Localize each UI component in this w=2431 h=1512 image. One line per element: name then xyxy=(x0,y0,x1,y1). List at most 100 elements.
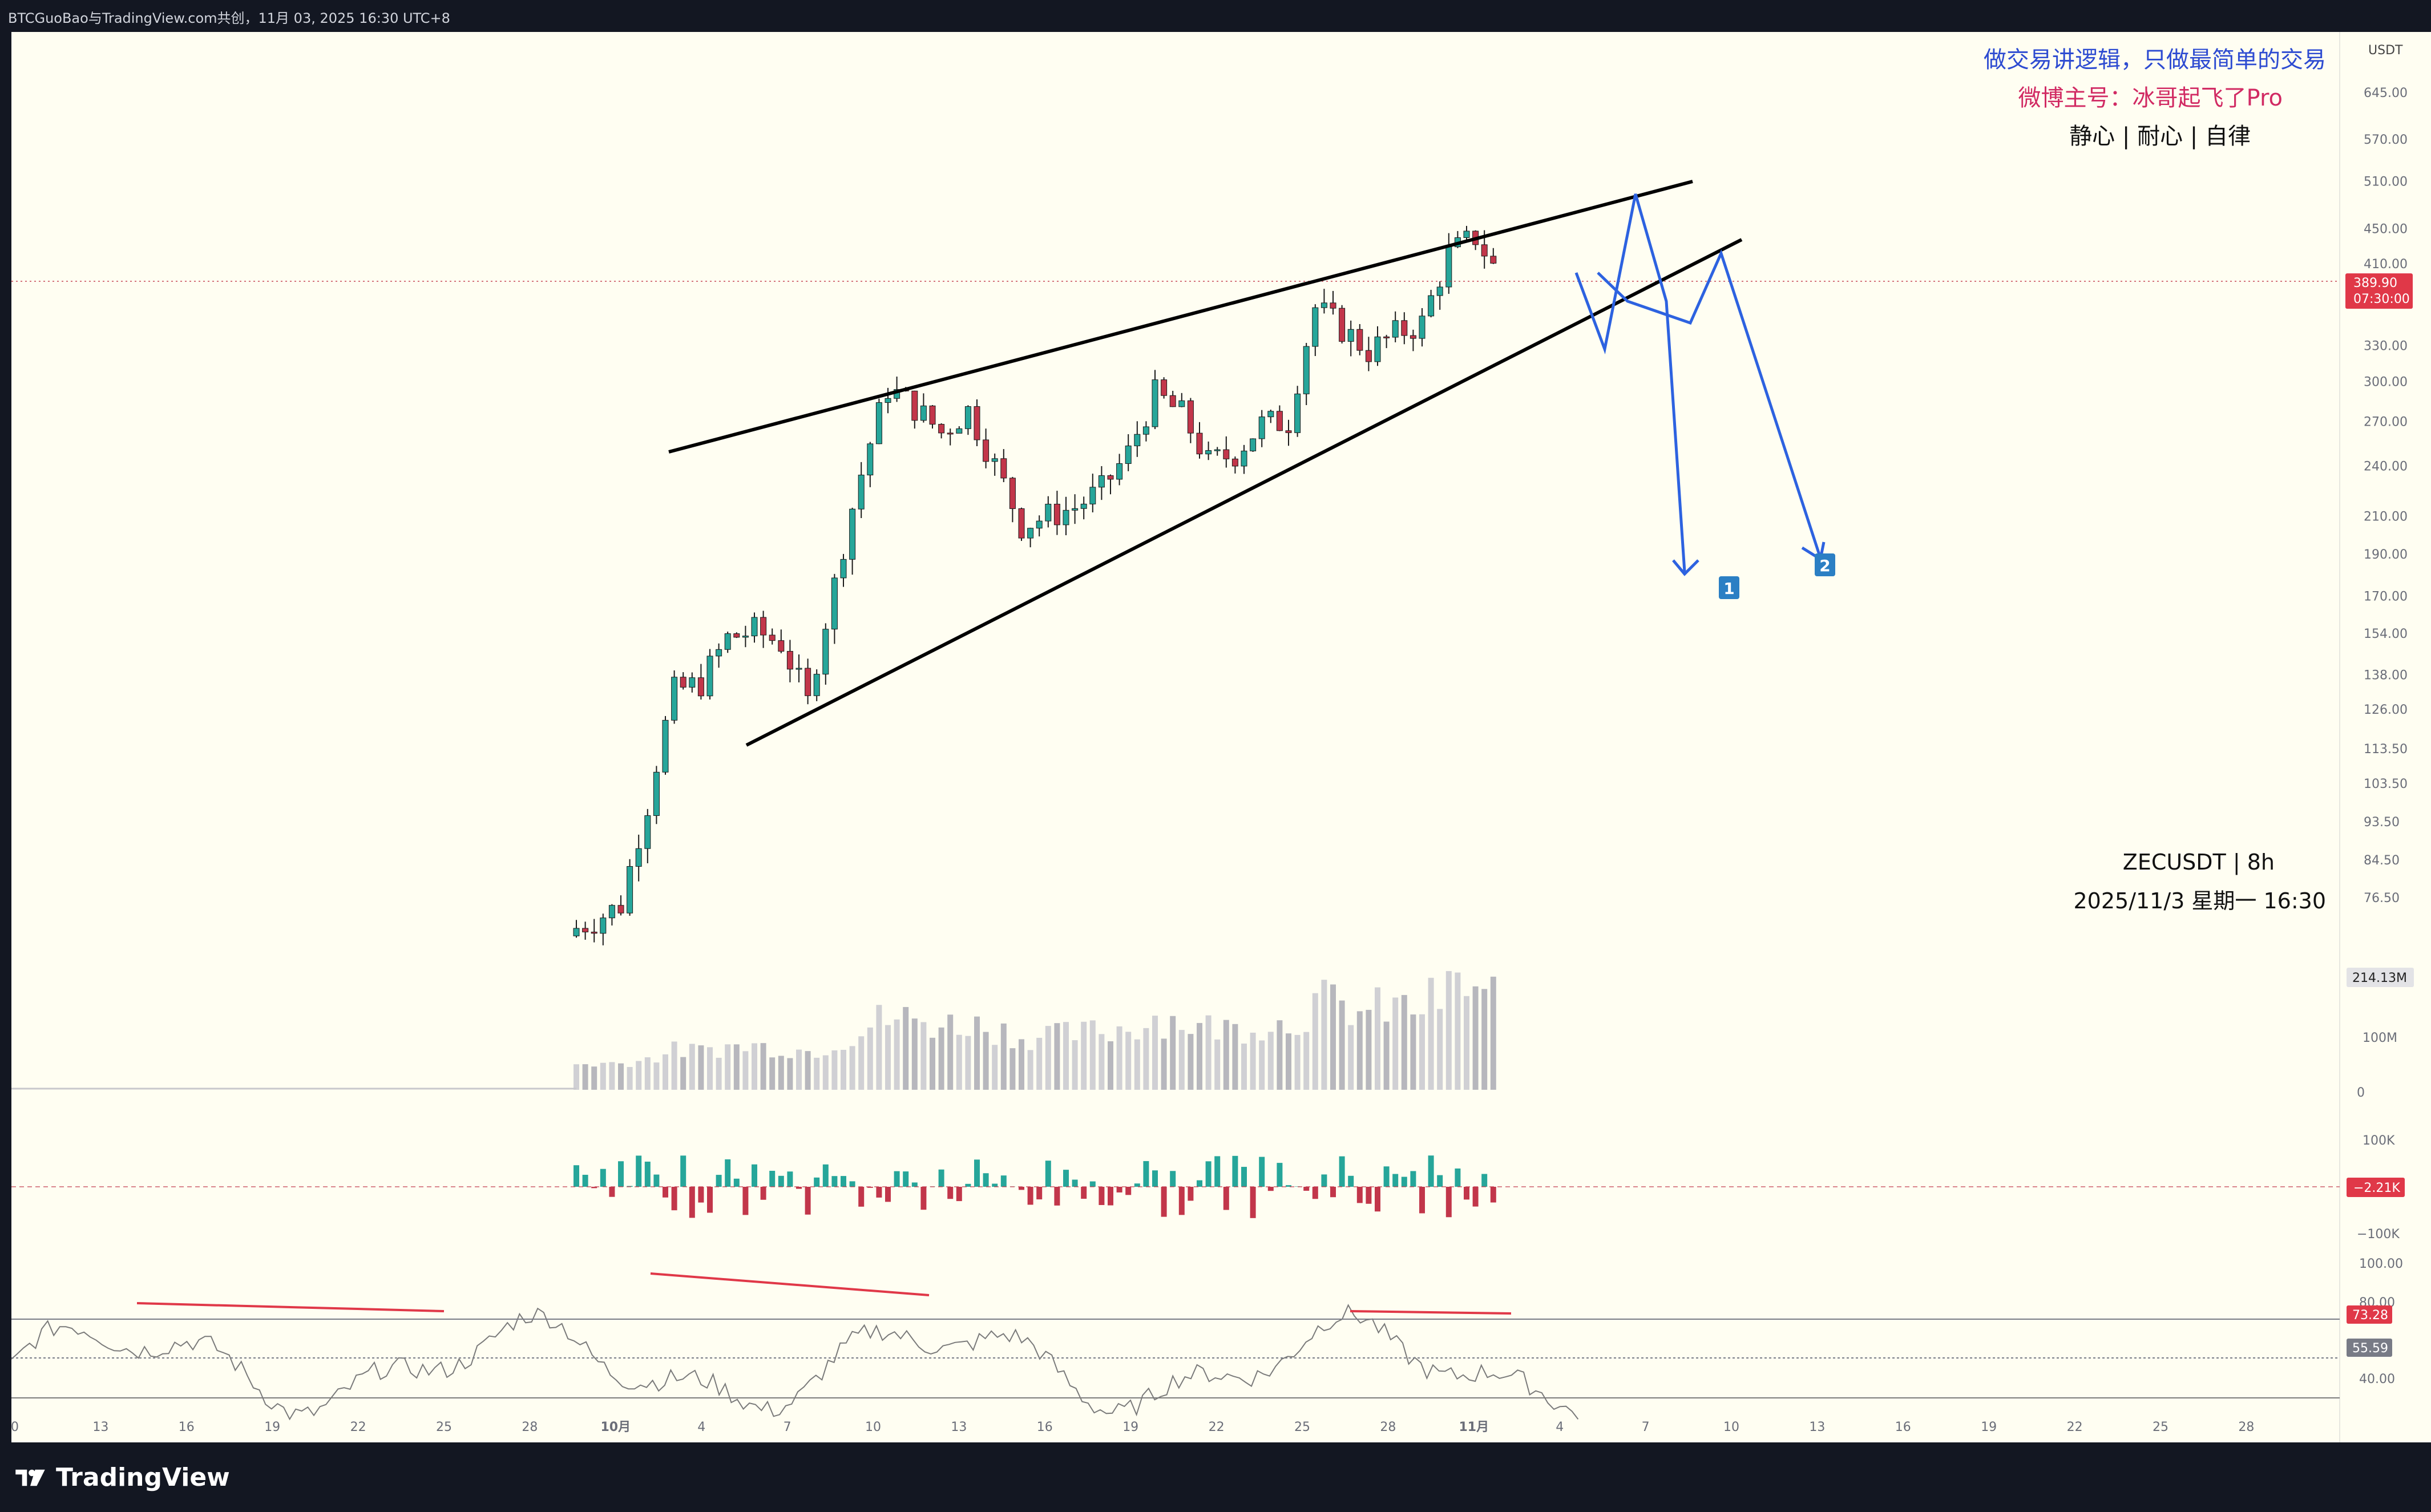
candle-body-26 xyxy=(805,668,811,696)
price-tick-18: 84.50 xyxy=(2364,854,2400,868)
delta-bar-73 xyxy=(1223,1187,1229,1210)
delta-bar-17 xyxy=(725,1159,731,1187)
volume-bar-19 xyxy=(742,1051,749,1090)
delta-bar-41 xyxy=(938,1169,944,1187)
volume-bar-59 xyxy=(1099,1034,1105,1090)
wedge-lower-trendline[interactable] xyxy=(745,238,1743,747)
rsi-line xyxy=(11,1304,1579,1421)
delta-bar-66 xyxy=(1161,1187,1167,1217)
volume-bar-62 xyxy=(1125,1032,1132,1090)
time-tick-2: 16 xyxy=(179,1420,195,1434)
candle-body-87 xyxy=(1347,329,1354,342)
volume-bar-50 xyxy=(1019,1039,1024,1090)
volume-bar-94 xyxy=(1410,1014,1416,1090)
delta-bar-81 xyxy=(1294,1186,1301,1187)
volume-bar-48 xyxy=(1000,1023,1007,1090)
candle-body-8 xyxy=(644,815,651,849)
volume-bar-53 xyxy=(1045,1026,1051,1090)
countdown-value: 07:30:00 xyxy=(2353,292,2410,306)
rsi-divergence-line-1 xyxy=(136,1302,445,1312)
volume-bar-69 xyxy=(1188,1034,1194,1090)
delta-bar-42 xyxy=(947,1187,954,1199)
volume-bar-24 xyxy=(787,1058,793,1090)
volume-bar-6 xyxy=(627,1067,633,1090)
wedge-upper-trendline[interactable] xyxy=(668,180,1693,454)
volume-bar-79 xyxy=(1277,1020,1283,1090)
volume-bar-22 xyxy=(769,1057,776,1090)
delta-bar-28 xyxy=(822,1164,829,1187)
time-tick-12: 16 xyxy=(1037,1420,1053,1434)
volume-bar-84 xyxy=(1321,980,1327,1090)
delta-tick-neg100k: −100K xyxy=(2357,1227,2400,1242)
delta-bar-14 xyxy=(698,1187,704,1203)
volume-bar-72 xyxy=(1214,1039,1221,1090)
volume-bar-51 xyxy=(1027,1050,1033,1090)
time-tick-6: 28 xyxy=(522,1420,538,1434)
volume-bar-85 xyxy=(1330,984,1336,1090)
price-tick-0: 645.00 xyxy=(2364,86,2408,100)
price-tick-17: 93.50 xyxy=(2364,815,2400,830)
volume-bar-14 xyxy=(698,1045,704,1090)
delta-bar-44 xyxy=(965,1183,971,1187)
time-tick-14: 22 xyxy=(1209,1420,1225,1434)
delta-bar-84 xyxy=(1321,1174,1327,1187)
delta-bar-50 xyxy=(1019,1187,1024,1190)
delta-bar-65 xyxy=(1152,1170,1158,1187)
price-axis[interactable]: 645.00 570.00 510.00 450.00 410.00 330.00 300.… xyxy=(2345,43,2413,905)
delta-bar-25 xyxy=(796,1187,802,1189)
volume-bar-39 xyxy=(920,1022,927,1090)
candle-body-15 xyxy=(706,656,713,697)
delta-bar-9 xyxy=(653,1174,660,1187)
price-tick-10: 190.00 xyxy=(2364,548,2408,562)
delta-bar-46 xyxy=(983,1173,989,1187)
volume-bar-9 xyxy=(653,1062,660,1090)
delta-bar-62 xyxy=(1125,1187,1132,1195)
volume-bar-80 xyxy=(1286,1033,1291,1090)
volume-bar-64 xyxy=(1143,1028,1149,1090)
rsi-divergence-line-2 xyxy=(650,1272,930,1296)
delta-bar-59 xyxy=(1099,1187,1105,1205)
candle-body-75 xyxy=(1241,450,1247,467)
projection-path-1[interactable] xyxy=(1574,193,1686,572)
time-axis[interactable]: 0 13 16 19 22 25 28 10月 4 7 10 13 16 19 22 25 28 11月 4 7 10 1… xyxy=(11,1420,2254,1434)
time-tick-20: 10 xyxy=(1723,1420,1739,1434)
tradingview-logo[interactable]: TradingView xyxy=(13,1463,230,1492)
candle-body-48 xyxy=(1000,458,1007,479)
volume-bar-0 xyxy=(574,1064,579,1090)
volume-bar-52 xyxy=(1036,1037,1043,1090)
time-tick-17: 11月 xyxy=(1459,1420,1489,1434)
price-tick-1: 570.00 xyxy=(2364,133,2408,147)
delta-bar-38 xyxy=(911,1182,918,1187)
indicator-axes: 100M0214.13M100K−100K−2.21K100.0080.0040… xyxy=(2347,968,2414,1386)
volume-bar-75 xyxy=(1241,1044,1247,1090)
chart-header: BTCGuoBao与TradingView.com共创，11月 03, 2025… xyxy=(0,0,2431,32)
candle-body-21 xyxy=(760,617,767,636)
volume-bar-37 xyxy=(903,1006,909,1090)
projection-badge-1[interactable] xyxy=(1719,576,1739,599)
candle-body-6 xyxy=(627,866,633,913)
candle-body-97 xyxy=(1436,286,1443,296)
volume-bar-46 xyxy=(983,1032,989,1090)
candlestick-series xyxy=(573,225,1497,945)
time-tick-21: 13 xyxy=(1809,1420,1825,1434)
delta-bar-35 xyxy=(885,1187,891,1202)
candle-body-81 xyxy=(1294,393,1301,433)
watermark-line-3: 静心 | 耐心 | 自律 xyxy=(2069,123,2251,149)
volume-bar-100 xyxy=(1464,996,1469,1090)
price-tick-14: 126.00 xyxy=(2364,703,2408,717)
watermark-line-2: 微博主号：冰哥起飞了Pro xyxy=(2018,85,2283,111)
tradingview-logo-icon xyxy=(15,1469,45,1486)
candle-body-77 xyxy=(1258,417,1265,439)
candle-body-72 xyxy=(1214,449,1221,451)
projection-path-2[interactable] xyxy=(1597,249,1822,559)
candle-body-64 xyxy=(1142,426,1149,435)
delta-bar-27 xyxy=(814,1177,820,1187)
projection-badge-2[interactable] xyxy=(1815,553,1835,576)
volume-bar-41 xyxy=(938,1027,944,1090)
candle-body-49 xyxy=(1009,478,1016,509)
candle-body-1 xyxy=(582,928,589,932)
delta-bar-22 xyxy=(769,1170,776,1187)
candle-body-42 xyxy=(947,432,954,435)
volume-bar-90 xyxy=(1375,987,1380,1090)
